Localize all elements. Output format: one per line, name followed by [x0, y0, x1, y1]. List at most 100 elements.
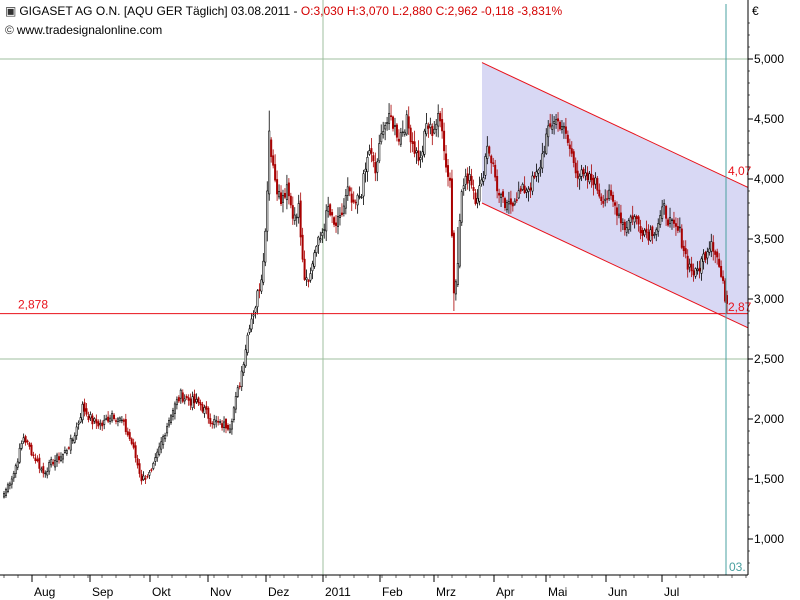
candle-body [105, 418, 108, 420]
candle-body [356, 194, 359, 206]
candle-body [301, 234, 304, 260]
candle-body [81, 403, 84, 421]
candle-body [417, 150, 420, 162]
candle-body [714, 251, 717, 255]
candle-body [207, 407, 210, 419]
candle-body [152, 463, 155, 469]
candle-body [236, 387, 239, 397]
y-tick-label: 1,000 [754, 532, 784, 546]
candle-body [674, 223, 677, 227]
candle-body [360, 196, 363, 199]
candle-body [525, 189, 528, 193]
candle-body [376, 161, 379, 173]
candle-body [321, 232, 324, 237]
candle-body [661, 206, 664, 219]
candle-body [234, 396, 237, 410]
candle-body [362, 173, 365, 197]
candle-body [680, 228, 683, 248]
x-tick-label: Sep [92, 585, 114, 599]
candle-body [95, 419, 98, 424]
candle-body [325, 210, 328, 232]
candle-body [584, 172, 587, 177]
candle-body [278, 191, 281, 198]
x-tick-label: Mrz [436, 585, 456, 599]
candle-body [429, 123, 432, 128]
candle-body [655, 229, 658, 235]
candle-body [537, 169, 540, 174]
candle-body [380, 133, 383, 143]
candle-body [358, 196, 361, 198]
candle-body [596, 178, 599, 191]
candle-body [126, 431, 129, 436]
candle-body [285, 184, 288, 201]
candle-body [240, 370, 243, 387]
y-tick-label: 2,000 [754, 412, 784, 426]
candle-body [352, 199, 355, 203]
candle-body [164, 435, 167, 440]
candle-body [478, 185, 481, 202]
candle-body [12, 473, 15, 479]
candle-body [433, 128, 436, 134]
candle-body [166, 426, 169, 434]
candle-body [503, 198, 506, 208]
candle-body [372, 155, 375, 162]
candle-body [142, 475, 145, 480]
candle-body [633, 216, 636, 223]
candle-body [625, 227, 628, 233]
candle-body [464, 175, 467, 185]
candle-body [505, 202, 508, 211]
candle-body [77, 422, 80, 425]
candle-body [289, 195, 292, 206]
candle-body [16, 461, 19, 468]
candle-body [28, 442, 31, 447]
candle-body [684, 248, 687, 255]
candle-body [46, 471, 49, 476]
candle-body [14, 465, 17, 474]
candle-body [507, 201, 510, 205]
candle-body [99, 423, 102, 426]
candle-body [162, 436, 165, 446]
candle-body [678, 226, 681, 229]
candle-body [619, 212, 622, 224]
candle-body [515, 199, 518, 202]
candle-body [612, 194, 615, 202]
candle-body [122, 419, 125, 422]
candle-body [189, 398, 192, 406]
candle-body [101, 422, 104, 427]
candle-body [704, 252, 707, 260]
candle-body [79, 417, 82, 423]
candle-body [193, 393, 196, 404]
candle-body [291, 205, 294, 219]
candle-body [635, 215, 638, 219]
candle-body [280, 192, 283, 204]
candle-body [303, 258, 306, 280]
candle-body [185, 396, 188, 399]
candle-body [83, 402, 86, 412]
candle-body [281, 195, 284, 203]
candle-body [698, 267, 701, 272]
candle-body [702, 253, 705, 262]
candle-body [181, 392, 184, 402]
candle-body [354, 201, 357, 204]
chart-header: ▣ GIGASET AG O.N. [AQU GER Täglich] 03.0… [5, 4, 563, 18]
candle-body [6, 484, 9, 493]
candle-body [319, 238, 322, 241]
candle-body [270, 139, 273, 157]
candle-body [144, 478, 147, 480]
trend-channel-fill [482, 62, 748, 328]
candle-body [73, 435, 76, 443]
candle-body [248, 328, 251, 333]
candle-body [578, 175, 581, 180]
candle-body [366, 157, 369, 172]
candle-body [132, 442, 135, 448]
candle-body [623, 221, 626, 231]
candle-body [213, 419, 216, 426]
candle-body [663, 203, 666, 206]
candle-body [333, 217, 336, 225]
channel-upper-label: 4,07 [728, 164, 752, 178]
source-link[interactable]: www.tradesignalonline.com [16, 23, 163, 37]
candle-body [476, 198, 479, 204]
candle-body [443, 130, 446, 152]
candle-body [576, 170, 579, 179]
